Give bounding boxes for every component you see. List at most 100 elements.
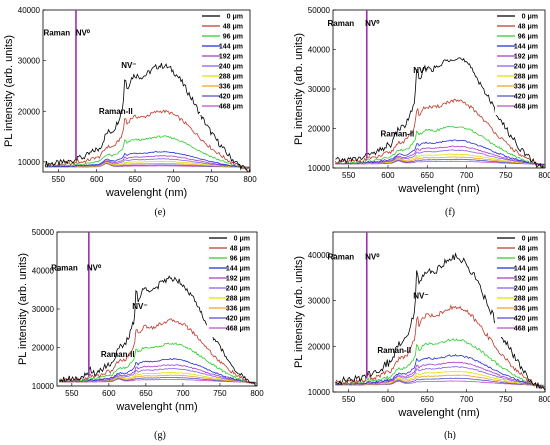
y-axis-label: PL intensity (arb. units): [3, 35, 15, 147]
y-axis-label: PL intensity (arb. units): [293, 33, 305, 145]
x-axis-label: wavelenght (nm): [105, 187, 187, 199]
series-line: [335, 145, 545, 166]
legend-label: 336 μm: [219, 84, 243, 91]
x-tick-label: 750: [499, 395, 513, 404]
panel-caption: (f): [445, 207, 455, 218]
x-tick-label: 600: [381, 395, 395, 404]
x-tick-label: 750: [499, 171, 513, 180]
annotation-label: Raman: [51, 264, 78, 273]
legend-label: 144 μm: [219, 44, 243, 51]
series-line: [335, 126, 545, 167]
x-tick-label: 600: [102, 389, 116, 398]
chart-panel-f: 550 600 650 700 750 800 10000 20000 30000 40000 50…: [293, 6, 550, 218]
x-tick-label: 750: [205, 175, 219, 184]
series-line: [335, 153, 545, 166]
annotation-label: NV⁻: [413, 66, 428, 75]
annotation-label: Raman-II: [380, 129, 414, 138]
x-tick-label: 550: [342, 395, 356, 404]
x-tick-label: 800: [538, 395, 550, 404]
panel-caption: (e): [154, 207, 165, 218]
x-tick-label: 600: [381, 171, 395, 180]
annotation-label: NV⁰: [76, 28, 91, 37]
x-axis-label: wavelenght (nm): [115, 401, 197, 413]
annotation-label: NV⁰: [365, 19, 380, 28]
y-tick-label: 10000: [18, 158, 41, 167]
y-tick-label: 10000: [308, 164, 331, 173]
chart-panel-h: 550 600 650 700 750 800 10000 20000 30000 40000 wa…: [293, 231, 550, 441]
panel-caption: (g): [154, 430, 166, 441]
series-line: [45, 135, 250, 169]
series-line: [58, 275, 257, 386]
legend-label: 48 μm: [223, 24, 243, 31]
x-tick-label: 800: [243, 175, 257, 184]
legend-label: 96 μm: [223, 34, 243, 41]
legend-label: 468 μm: [514, 326, 538, 333]
legend-label: 0 μm: [227, 14, 243, 21]
x-tick-label: 700: [460, 171, 474, 180]
legend-label: 0 μm: [234, 236, 250, 243]
panel-caption: (h): [444, 430, 456, 441]
series-line: [335, 57, 545, 168]
legend-box: [495, 11, 543, 115]
x-tick-label: 700: [176, 389, 190, 398]
x-tick-label: 650: [128, 175, 142, 184]
y-tick-label: 10000: [308, 388, 331, 397]
x-axis-label: wavelenght (nm): [397, 407, 479, 419]
legend-label: 288 μm: [219, 74, 243, 81]
legend-label: 48 μm: [518, 24, 538, 31]
legend-label: 240 μm: [514, 286, 538, 293]
y-tick-label: 20000: [18, 107, 41, 116]
annotation-label: NV⁻: [132, 302, 147, 311]
annotation-label: Raman: [328, 19, 355, 28]
annotation-label: Raman-II: [99, 107, 133, 116]
y-tick-label: 50000: [32, 228, 55, 237]
legend-label: 240 μm: [514, 64, 538, 71]
legend-label: 336 μm: [514, 306, 538, 313]
annotation-label: NV⁻: [121, 61, 136, 70]
plot-frame: [332, 231, 546, 393]
x-tick-label: 700: [167, 175, 181, 184]
series-line: [59, 364, 257, 384]
series-line: [335, 98, 545, 168]
x-tick-label: 800: [250, 389, 264, 398]
legend-label: 144 μm: [514, 266, 538, 273]
plot-series-group: [335, 10, 545, 168]
legend-box: [207, 233, 255, 337]
y-axis-label: PL intensity (arb. units): [17, 253, 29, 365]
legend-label: 144 μm: [514, 44, 538, 51]
legend-label: 420 μm: [514, 316, 538, 323]
plot-frame: [42, 9, 251, 173]
legend-label: 192 μm: [514, 54, 538, 61]
legend-label: 144 μm: [226, 266, 250, 273]
plot-series-group: [335, 232, 545, 391]
y-tick-label: 40000: [32, 267, 55, 276]
annotation-label: NV⁰: [365, 252, 380, 261]
y-tick-label: 50000: [308, 6, 331, 15]
y-tick-label: 30000: [308, 85, 331, 94]
legend-label: 468 μm: [219, 104, 243, 111]
y-tick-label: 30000: [18, 57, 41, 66]
series-line: [335, 337, 545, 388]
legend-label: 468 μm: [226, 326, 250, 333]
legend-label: 96 μm: [518, 256, 538, 263]
annotation-label: Raman: [328, 252, 355, 261]
legend-box: [200, 11, 248, 115]
legend-label: 0 μm: [522, 236, 538, 243]
legend-label: 0 μm: [522, 14, 538, 21]
series-line: [45, 155, 250, 168]
x-tick-label: 750: [213, 389, 227, 398]
x-tick-label: 550: [342, 171, 356, 180]
series-line: [44, 62, 250, 172]
series-line: [335, 252, 545, 391]
series-line: [59, 357, 257, 384]
legend-label: 48 μm: [230, 246, 250, 253]
series-line: [45, 150, 250, 169]
annotation-label: NV⁻: [413, 291, 428, 300]
y-tick-label: 20000: [32, 344, 55, 353]
annotation-label: Raman: [43, 28, 70, 37]
y-axis-label: PL intensity (arb. units): [293, 256, 305, 368]
legend-label: 192 μm: [219, 54, 243, 61]
x-axis-label: wavelenght (nm): [397, 183, 479, 195]
legend-box: [495, 233, 543, 337]
